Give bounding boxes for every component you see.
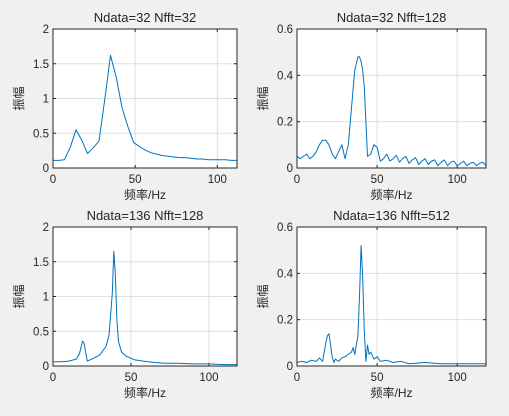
x-tick-label: 100 xyxy=(208,174,227,186)
y-tick-label: 0.6 xyxy=(277,222,293,234)
x-axis-label: 频率/Hz xyxy=(370,385,412,400)
y-tick-label: 0 xyxy=(43,361,49,373)
x-tick-label: 100 xyxy=(448,174,467,186)
series-line xyxy=(296,245,486,365)
axes-box xyxy=(296,28,487,169)
y-tick-label: 2 xyxy=(43,222,49,234)
axes-box xyxy=(52,226,238,367)
y-axis-label: 振幅 xyxy=(11,284,26,308)
x-tick-label: 0 xyxy=(50,372,56,384)
y-tick-label: 1.5 xyxy=(33,257,49,269)
y-tick-label: 0.2 xyxy=(277,315,293,327)
y-axis-label: 振幅 xyxy=(255,284,270,308)
y-tick-label: 0 xyxy=(287,163,293,175)
x-axis-label: 频率/Hz xyxy=(124,385,166,400)
chart-4: 0 0.2 0.4 0.6 0 50 100 Ndata=136 Nfft=512 频率/Hz 振… xyxy=(255,208,487,400)
y-tick-label: 0.2 xyxy=(277,117,293,129)
x-tick-label: 0 xyxy=(50,174,56,186)
y-tick-label: 0 xyxy=(43,163,49,175)
y-axis-label: 振幅 xyxy=(11,86,26,110)
chart-1: 0 0.5 1 1.5 2 0 50 100 Ndata=32 Nfft=32 频率/Hz 振幅 xyxy=(11,10,238,202)
chart-title: Ndata=32 Nfft=128 xyxy=(337,10,447,25)
y-tick-label: 0.4 xyxy=(277,268,294,280)
plot-area xyxy=(297,227,486,366)
y-tick-label: 0 xyxy=(287,361,293,373)
x-tick-label: 50 xyxy=(371,174,384,186)
y-tick-label: 2 xyxy=(43,24,49,36)
chart-title: Ndata=136 Nfft=128 xyxy=(87,208,204,223)
y-tick-label: 1 xyxy=(43,94,49,106)
x-tick-label: 50 xyxy=(129,174,142,186)
x-axis-label: 频率/Hz xyxy=(370,187,412,202)
chart-3: 0 0.5 1 1.5 2 0 50 100 Ndata=136 Nfft=128 频率/Hz 振幅 xyxy=(11,208,238,400)
y-tick-label: 0.4 xyxy=(277,70,294,82)
y-tick-label: 1 xyxy=(43,292,49,304)
chart-title: Ndata=32 Nfft=32 xyxy=(94,10,196,25)
x-tick-label: 0 xyxy=(294,174,300,186)
series-line xyxy=(53,54,237,161)
chart-title: Ndata=136 Nfft=512 xyxy=(333,208,450,223)
x-axis-label: 频率/Hz xyxy=(124,187,166,202)
x-tick-label: 100 xyxy=(448,372,467,384)
axes-box xyxy=(52,28,238,169)
series-line xyxy=(53,250,237,366)
y-tick-label: 0.5 xyxy=(33,128,49,140)
y-tick-label: 0.5 xyxy=(33,326,49,338)
y-axis-label: 振幅 xyxy=(255,86,270,110)
x-tick-label: 50 xyxy=(125,372,138,384)
chart-2: 0 0.2 0.4 0.6 0 50 100 Ndata=32 Nfft=128 频率/Hz 振幅 xyxy=(255,10,487,202)
y-tick-label: 1.5 xyxy=(33,59,49,71)
x-tick-label: 50 xyxy=(371,372,384,384)
series-line xyxy=(296,56,487,167)
axes-box xyxy=(296,226,487,367)
x-tick-label: 0 xyxy=(294,372,300,384)
x-tick-label: 100 xyxy=(199,372,218,384)
y-tick-label: 0.6 xyxy=(277,24,293,36)
